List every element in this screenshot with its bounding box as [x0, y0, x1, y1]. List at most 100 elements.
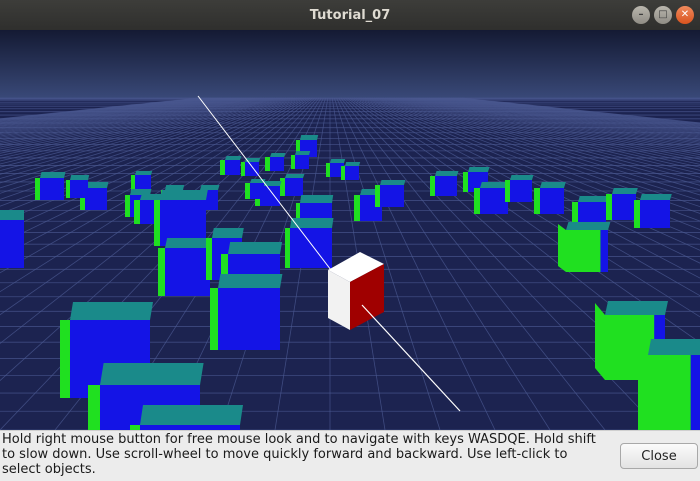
cube-side-face [354, 195, 360, 221]
cube-front-face [0, 220, 24, 268]
scene-cube [66, 175, 90, 198]
scene-cube [430, 171, 459, 196]
close-window-button[interactable]: ✕ [676, 6, 694, 24]
cube-side-face [558, 224, 566, 272]
grid-line [0, 97, 289, 194]
pick-ray [197, 95, 461, 412]
scene-cube [80, 182, 109, 210]
pick-ray-line [197, 95, 332, 271]
scene-cube [130, 405, 243, 430]
cube-top-face [160, 190, 208, 200]
scene-cube [220, 156, 242, 175]
selected-cube-group[interactable] [328, 252, 384, 330]
scene-cube [158, 238, 213, 296]
grid-line [354, 97, 700, 297]
cube-top-face [225, 156, 242, 160]
grid-line [0, 97, 315, 382]
scene-cube [0, 210, 24, 268]
cube-front-face [218, 288, 280, 350]
grid-line [0, 97, 280, 175]
cube-front-face [640, 200, 670, 228]
cube-top-face [300, 135, 319, 140]
scene-cube [280, 174, 305, 196]
grid-line [0, 97, 284, 184]
grid-line [0, 97, 287, 189]
cube-side-face [66, 180, 70, 198]
cube-front-face [295, 155, 309, 169]
grid-line [338, 97, 551, 430]
cube-front-face [435, 176, 457, 196]
grid-line [0, 97, 298, 223]
scene-cube [326, 159, 346, 177]
grid-line [398, 97, 700, 160]
cube-side-face [505, 180, 510, 202]
grid-line [373, 97, 700, 201]
scene-cube [505, 175, 534, 202]
cube-top-face [165, 238, 213, 248]
scene-cube [35, 172, 66, 200]
cube-front-face [40, 178, 64, 200]
grid-line [0, 97, 271, 162]
cube-side-face [634, 200, 640, 228]
cube-front-face [85, 188, 107, 210]
cube-front-face [140, 425, 240, 430]
grid-line [0, 97, 269, 159]
grid-line [0, 97, 278, 172]
title-bar[interactable]: Tutorial_07 – □ ✕ [0, 0, 700, 30]
scene-cube [154, 190, 208, 246]
cube-side-face [206, 238, 212, 280]
scene-cube [265, 153, 286, 171]
cube-top-face [40, 172, 66, 178]
grid-line [0, 97, 276, 168]
cube-top-face [300, 195, 334, 203]
cube-field [0, 135, 700, 430]
cube-side-face [241, 162, 245, 176]
cube-top-face [640, 194, 672, 200]
cube-front-face [480, 188, 508, 214]
cube-front-face [70, 180, 88, 198]
scene-cube [634, 194, 672, 228]
grid-line [378, 97, 700, 191]
selected-cube-side-face [350, 264, 384, 330]
cube-side-face [131, 175, 135, 191]
cube-top-face [480, 182, 510, 188]
cube-side-face [134, 200, 140, 224]
cube-front-face [225, 160, 240, 175]
grid-line [356, 97, 700, 279]
scene-cube [341, 162, 361, 180]
cube-front-face [245, 162, 259, 176]
cube-side-face [291, 155, 295, 169]
close-icon: ✕ [680, 9, 690, 20]
cube-side-face [130, 425, 140, 430]
selected-cube-front-face [328, 270, 350, 330]
cube-side-face [60, 320, 70, 398]
cube-side-face [35, 178, 40, 200]
cube-side-face [220, 160, 225, 175]
grid-line [351, 97, 700, 318]
grid-line [334, 97, 441, 430]
cube-top-face [140, 405, 243, 425]
grid-line [382, 97, 700, 182]
cube-side-face [430, 176, 435, 196]
instructions-text: Hold right mouse button for free mouse l… [2, 432, 596, 477]
scene-cube [131, 171, 153, 191]
scene-cube [210, 274, 283, 350]
cube-side-face [375, 185, 380, 207]
cube-side-face [245, 183, 250, 199]
grid-line [402, 97, 700, 156]
close-button[interactable]: Close [620, 443, 698, 469]
cube-top-face [468, 167, 490, 172]
grid-line [400, 97, 700, 158]
cube-top-face [200, 185, 220, 190]
grid-line [391, 97, 700, 168]
grid-line [0, 97, 311, 316]
cube-front-face [290, 228, 332, 268]
minimize-window-button[interactable]: – [632, 6, 650, 24]
3d-viewport[interactable] [0, 30, 700, 430]
cube-top-face [245, 158, 261, 162]
scene-canvas[interactable] [0, 30, 700, 430]
cube-front-face [540, 188, 564, 214]
cube-side-face [125, 195, 130, 217]
maximize-window-button[interactable]: □ [654, 6, 672, 24]
scene-cube [375, 180, 406, 207]
